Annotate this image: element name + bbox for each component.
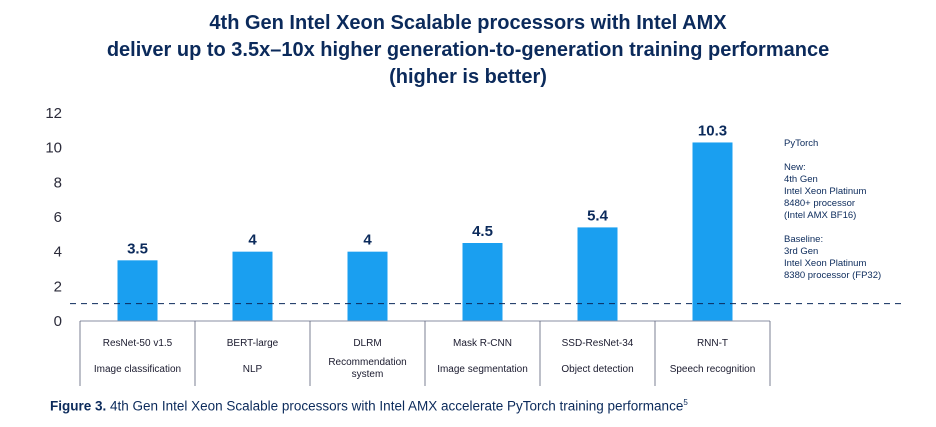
title-line-3: (higher is better) — [389, 66, 547, 88]
subcategory-label: NLP — [243, 364, 263, 375]
legend: PyTorch New: 4th Gen Intel Xeon Platinum… — [784, 138, 934, 294]
footnote-marker: 5 — [683, 398, 688, 407]
caption-text: 4th Gen Intel Xeon Scalable processors w… — [110, 398, 684, 414]
subcategory-label: Object detection — [561, 364, 633, 375]
y-tick-label: 10 — [45, 140, 62, 157]
y-tick-label: 12 — [45, 105, 62, 122]
legend-new-line: (Intel AMX BF16) — [784, 210, 857, 221]
figure-caption: Figure 3. 4th Gen Intel Xeon Scalable pr… — [50, 398, 688, 414]
legend-new-line: Intel Xeon Platinum — [784, 186, 867, 197]
subcategory-label: Recommendation — [328, 357, 406, 368]
category-label: DLRM — [353, 338, 381, 349]
bar-value-label: 5.4 — [587, 207, 609, 224]
category-label: RNN-T — [697, 338, 728, 349]
y-axis-ticks: 0 2 4 6 8 10 12 — [45, 105, 62, 330]
bars — [117, 142, 733, 321]
legend-baseline-line: Baseline: — [784, 234, 824, 245]
subcategory-label: Speech recognition — [670, 364, 756, 375]
figure-number: Figure 3. — [50, 398, 107, 414]
y-tick-label: 0 — [54, 313, 62, 330]
y-tick-label: 8 — [54, 174, 62, 191]
category-label: BERT-large — [227, 338, 279, 349]
subcategory-label: Image classification — [94, 364, 181, 375]
legend-new-line: New: — [784, 162, 806, 173]
bar-value-label: 4 — [248, 232, 257, 249]
category-label: SSD-ResNet-34 — [562, 338, 634, 349]
bar-value-label: 4.5 — [472, 223, 493, 240]
y-tick-label: 2 — [54, 278, 62, 295]
title-line-1: 4th Gen Intel Xeon Scalable processors w… — [209, 12, 727, 34]
subcategory-label: Image segmentation — [437, 364, 528, 375]
bar-value-label: 3.5 — [127, 240, 148, 257]
legend-baseline-line: 3rd Gen — [784, 246, 819, 257]
category-label: Mask R-CNN — [453, 338, 512, 349]
y-tick-label: 4 — [54, 244, 62, 261]
bar — [462, 243, 503, 321]
legend-baseline-line: 8380 processor (FP32) — [784, 270, 882, 281]
y-tick-label: 6 — [54, 209, 62, 226]
bar — [692, 142, 733, 321]
legend-new-line: 8480+ processor — [784, 198, 856, 209]
bar — [232, 251, 273, 321]
bar-value-label: 4 — [363, 232, 372, 249]
bar — [347, 251, 388, 321]
bar — [577, 227, 618, 321]
legend-new-line: 4th Gen — [784, 174, 818, 185]
category-table: ResNet-50 v1.5 Image classification BERT-l… — [79, 321, 771, 386]
bar-value-label: 10.3 — [698, 122, 727, 139]
value-labels: 3.5 4 4 4.5 5.4 10.3 — [127, 122, 727, 257]
title-line-2: deliver up to 3.5x–10x higher generation… — [106, 39, 830, 61]
chart-title: 4th Gen Intel Xeon Scalable processors w… — [0, 10, 936, 91]
subcategory-label: system — [352, 369, 384, 380]
bar — [117, 260, 158, 321]
legend-baseline-line: Intel Xeon Platinum — [784, 258, 867, 269]
category-label: ResNet-50 v1.5 — [103, 338, 173, 349]
legend-framework: PyTorch — [784, 138, 819, 149]
